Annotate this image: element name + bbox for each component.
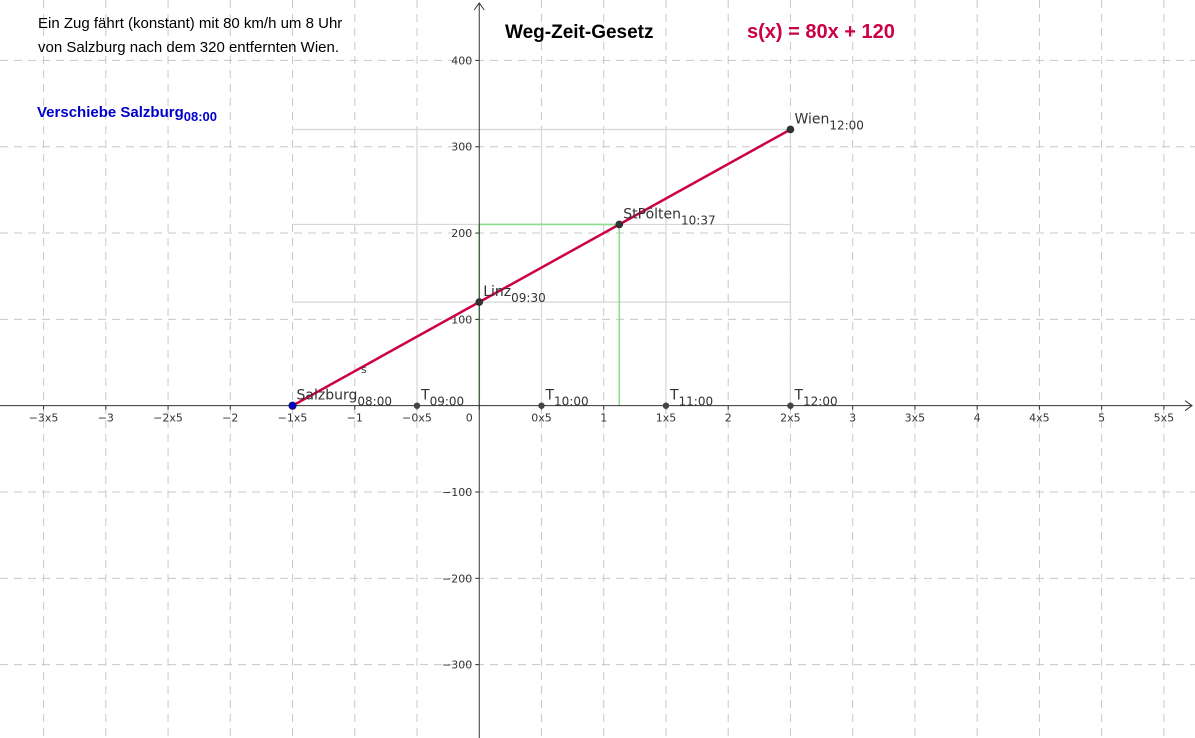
point-3 xyxy=(786,125,795,134)
time-marker-point xyxy=(538,402,545,409)
function-label: s xyxy=(361,363,367,376)
time-marker-label: T12:00 xyxy=(793,388,837,409)
x-tick-label: −0x5 xyxy=(402,412,432,425)
time-marker-point xyxy=(787,402,794,409)
y-tick-label: −200 xyxy=(442,572,472,585)
x-tick-label: 5 xyxy=(1098,412,1105,425)
y-axis-arrow xyxy=(473,2,485,11)
time-marker-label: T10:00 xyxy=(544,388,588,409)
description-line-1: Ein Zug fährt (konstant) mit 80 km/h um … xyxy=(38,15,343,32)
y-tick-label: 400 xyxy=(451,54,472,67)
time-marker-label: T11:00 xyxy=(669,388,713,409)
x-tick-label: 0 xyxy=(466,412,473,425)
x-tick-label: −1 xyxy=(347,412,363,425)
x-tick-label: 3 xyxy=(849,412,856,425)
point-1 xyxy=(475,298,484,306)
stpoelten-guide xyxy=(478,223,621,406)
function-line xyxy=(291,128,792,407)
x-tick-label: 1 xyxy=(600,412,607,425)
x-tick-label: 3x5 xyxy=(905,412,926,425)
point-label-0: Salzburg08:00 xyxy=(297,388,392,409)
x-tick-label: −2x5 xyxy=(153,412,183,425)
point-label-1: Linz09:30 xyxy=(483,284,546,305)
point-label-3: Wien12:00 xyxy=(794,111,864,132)
x-tick-label: 0x5 xyxy=(531,412,552,425)
chart-title: Weg-Zeit-Gesetz xyxy=(505,22,654,43)
description-line-2: von Salzburg nach dem 320 entfernten Wie… xyxy=(38,39,340,56)
time-marker-point xyxy=(662,402,670,409)
point-2 xyxy=(615,220,624,229)
x-tick-label: 4x5 xyxy=(1029,412,1050,425)
move-salzburg-hint[interactable]: Verschiebe Salzburg08:00 xyxy=(37,104,217,124)
y-tick-label: 200 xyxy=(451,227,472,240)
x-axis-arrow xyxy=(1184,400,1193,412)
y-tick-label: −300 xyxy=(442,659,472,672)
x-tick-label: −2 xyxy=(222,412,238,425)
y-tick-label: 100 xyxy=(451,313,472,326)
time-marker-point xyxy=(413,402,421,409)
drag-hint-sub: 08:00 xyxy=(183,109,217,124)
x-tick-label: 5x5 xyxy=(1154,412,1175,425)
point-0[interactable] xyxy=(288,401,297,410)
x-tick-label: −3x5 xyxy=(29,412,59,425)
x-tick-label: 4 xyxy=(974,412,981,425)
time-marker-label: T09:00 xyxy=(420,388,464,409)
y-tick-label: −100 xyxy=(442,486,472,499)
x-tick-label: 2x5 xyxy=(780,412,801,425)
x-tick-label: −1x5 xyxy=(278,412,308,425)
x-tick-label: −3 xyxy=(98,412,114,425)
point-label-2: StPölten10:37 xyxy=(623,206,715,227)
function-formula: s(x) = 80x + 120 xyxy=(747,21,895,43)
y-tick-label: 300 xyxy=(451,141,472,154)
x-tick-label: 2 xyxy=(725,412,732,425)
x-tick-label: 1x5 xyxy=(656,412,677,425)
drag-hint-text: Verschiebe Salzburg xyxy=(37,104,184,121)
problem-description: Ein Zug fährt (konstant) mit 80 km/h um … xyxy=(38,12,342,60)
